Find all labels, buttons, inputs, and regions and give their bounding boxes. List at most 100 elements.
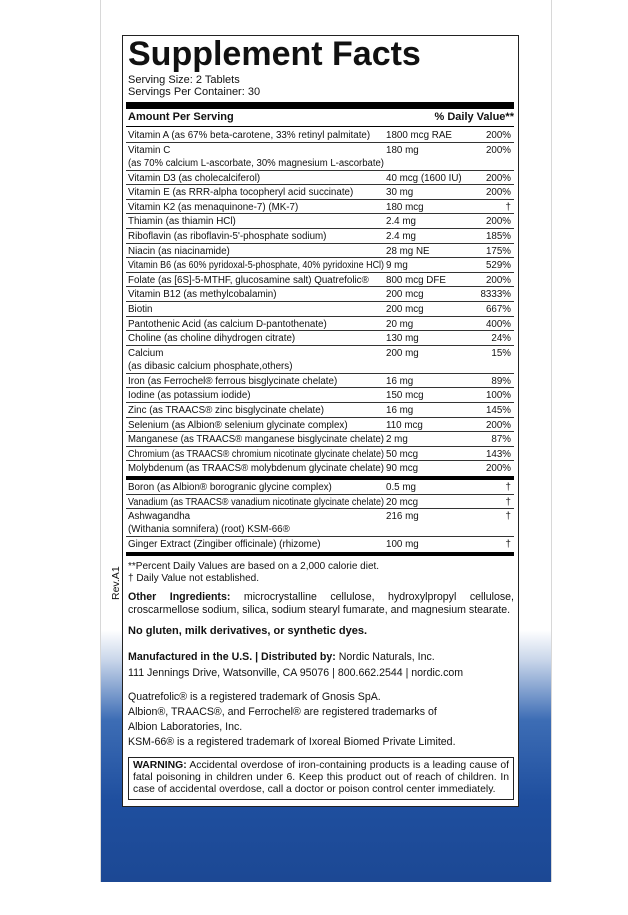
thick-rule (126, 102, 514, 109)
daily-value: 15% (491, 347, 511, 359)
daily-value: 667% (485, 304, 511, 315)
servings-per-container: Servings Per Container: 30 (128, 86, 261, 98)
table-row: Thiamin (as thiamin HCl) 2.4 mg 200% (126, 214, 514, 229)
nutrient-name: Ginger Extract (Zingiber officinale) (rh… (128, 539, 321, 551)
table-row: Choline (as choline dihydrogen citrate) 1… (126, 331, 514, 346)
table-row: Zinc (as TRAACS® zinc bisglycinate chela… (126, 403, 514, 418)
table-row: Manganese (as TRAACS® manganese bisglyci… (126, 432, 514, 447)
daily-value: 89% (491, 375, 511, 387)
text: Accidental overdose of iron-containing p… (133, 760, 509, 796)
nutrient: Vanadium (as TRAACS® vanadium nicotinate… (128, 496, 384, 509)
nutrient: Folate (as [6S]-5-MTHF, glucosamine salt… (128, 274, 384, 287)
nutrient: Calcium (as dibasic calcium phosphate,oth… (128, 347, 384, 373)
table-row: Iron (as Ferrochel® ferrous bisglycinate… (126, 374, 514, 389)
amount: 9 mg (386, 260, 408, 272)
daily-value: 200% (485, 144, 511, 156)
amount: 30 mg (386, 187, 414, 199)
nutrient-name: Boron (as Albion® borogranic glycine com… (128, 482, 332, 493)
amount: 216 mg (386, 511, 419, 523)
text: microcrystalline cellulose, hydroxylprop… (128, 591, 514, 616)
nutrient: Vitamin K2 (as menaquinone-7) (MK-7) (128, 201, 384, 214)
table-row: Riboflavin (as riboflavin-5'-phosphate s… (126, 229, 514, 244)
nutrient-name: Biotin (128, 304, 153, 315)
serving-size: Serving Size: 2 Tablets (128, 74, 240, 86)
table-row: Vitamin A (as 67% beta-carotene, 33% ret… (126, 128, 514, 143)
table-row: Vitamin C (as 70% calcium L-ascorbate, 30… (126, 143, 514, 171)
thick-rule (126, 476, 514, 480)
column-header: Amount Per Serving (128, 111, 234, 123)
warning: WARNING: Accidental overdose of iron-con… (128, 757, 514, 800)
daily-value: † (505, 539, 511, 551)
nutrient: Ginger Extract (Zingiber officinale) (rh… (128, 538, 384, 551)
nutrient-name: Vitamin E (as RRR-alpha tocopheryl acid … (128, 187, 354, 199)
nutrient: Chromium (as TRAACS® chromium nicotinate… (128, 448, 384, 461)
table-row: Niacin (as niacinamide) 28 mg NE 175% (126, 244, 514, 259)
nutrient-name: Zinc (as TRAACS® zinc bisglycinate chela… (128, 405, 324, 416)
table-row: Boron (as Albion® borogranic glycine com… (126, 480, 514, 495)
daily-value: † (505, 496, 511, 508)
nutrient: Vitamin D3 (as cholecalciferol) (128, 172, 384, 185)
nutrient-name: Vanadium (as TRAACS® vanadium nicotinate… (128, 496, 384, 508)
revision: Rev.A1 (110, 566, 122, 600)
amount: 150 mcg (386, 390, 424, 402)
trademark: Albion®, TRAACS®, and Ferrochel® are reg… (128, 706, 437, 718)
label: WARNING: (133, 760, 187, 771)
nutrient-name: Molybdenum (as TRAACS® molybdenum glycin… (128, 463, 384, 475)
table-row: Ginger Extract (Zingiber officinale) (rh… (126, 537, 514, 552)
trademark: Quatrefolic® is a registered trademark o… (128, 691, 381, 703)
nutrient-name: Thiamin (as thiamin HCl) (128, 216, 236, 228)
table-row: Vitamin D3 (as cholecalciferol) 40 mcg (1… (126, 171, 514, 186)
nutrient: Niacin (as niacinamide) (128, 245, 384, 258)
nutrient: Manganese (as TRAACS® manganese bisglyci… (128, 433, 384, 446)
nutrient: Vitamin B12 (as methylcobalamin) (128, 288, 384, 301)
daily-value: 200% (485, 463, 511, 475)
amount: 180 mg (386, 144, 419, 156)
table-row: Vitamin B6 (as 60% pyridoxal-5-phosphate… (126, 258, 514, 273)
nutrient-detail: (as 70% calcium L-ascorbate, 30% magnesi… (128, 157, 384, 169)
amount: 1800 mcg RAE (386, 130, 452, 141)
footnote: **Percent Daily Values are based on a 2,… (128, 561, 380, 572)
nutrient: Vitamin C (as 70% calcium L-ascorbate, 30… (128, 144, 384, 170)
nutrient-detail: (Withania somnifera) (root) KSM-66® (128, 524, 290, 536)
nutrient-name: Vitamin B6 (as 60% pyridoxal-5-phosphate… (128, 260, 384, 272)
table-row: Folate (as [6S]-5-MTHF, glucosamine salt… (126, 273, 514, 288)
table-row: Iodine (as potassium iodide) 150 mcg 100% (126, 388, 514, 403)
daily-value: † (505, 201, 511, 213)
amount: 90 mcg (386, 463, 419, 475)
nutrient: Vitamin A (as 67% beta-carotene, 33% ret… (128, 129, 384, 142)
nutrient-name: Vitamin K2 (as menaquinone-7) (MK-7) (128, 201, 299, 213)
table-row: Vitamin B12 (as methylcobalamin) 200 mcg 8… (126, 287, 514, 302)
table-row: Molybdenum (as TRAACS® molybdenum glycin… (126, 461, 514, 476)
daily-value: † (505, 511, 511, 523)
nutrient: Pantothenic Acid (as calcium D-pantothen… (128, 318, 384, 331)
daily-value: 400% (485, 318, 511, 330)
column-header: % Daily Value** (434, 111, 515, 123)
nutrient-name: Riboflavin (as riboflavin-5'-phosphate s… (128, 231, 327, 242)
amount: 20 mg (386, 318, 414, 330)
daily-value: 143% (485, 448, 511, 460)
daily-value: 200% (485, 187, 511, 199)
nutrient-name: Choline (as choline dihydrogen citrate) (128, 333, 296, 345)
rule (126, 126, 514, 127)
nutrient: Vitamin B6 (as 60% pyridoxal-5-phosphate… (128, 259, 384, 272)
amount: 130 mg (386, 333, 419, 345)
table-row: Pantothenic Acid (as calcium D-pantothen… (126, 317, 514, 332)
daily-value: 100% (485, 390, 511, 402)
daily-value: † (505, 482, 511, 493)
amount: 200 mg (386, 347, 419, 359)
amount: 110 mcg (386, 419, 423, 431)
name: Nordic Naturals, Inc. (338, 651, 435, 663)
amount: 800 mcg DFE (386, 274, 446, 286)
table-row: Vitamin E (as RRR-alpha tocopheryl acid … (126, 185, 514, 200)
nutrient: Selenium (as Albion® selenium glycinate … (128, 419, 384, 432)
amount: 200 mcg (386, 304, 424, 315)
table-row: Vanadium (as TRAACS® vanadium nicotinate… (126, 495, 514, 510)
trademark: KSM-66® is a registered trademark of Ixo… (128, 736, 456, 748)
nutrient-detail: (as dibasic calcium phosphate,others) (128, 360, 293, 372)
daily-value: 200% (485, 274, 511, 286)
nutrient-name: Pantothenic Acid (as calcium D-pantothen… (128, 318, 327, 330)
amount: 40 mcg (1600 IU) (386, 172, 462, 184)
nutrient-name: Iron (as Ferrochel® ferrous bisglycinate… (128, 375, 338, 387)
daily-value: 200% (485, 419, 511, 431)
nutrient-name: Vitamin D3 (as cholecalciferol) (128, 172, 261, 184)
